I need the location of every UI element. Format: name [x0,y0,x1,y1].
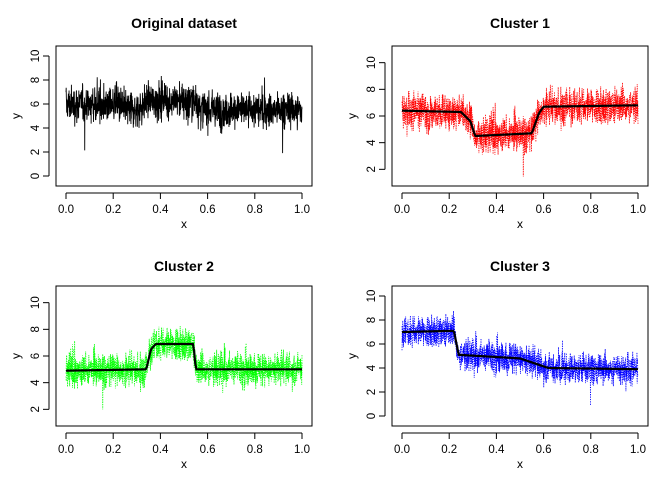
y-tick-label: 2 [30,149,42,155]
x-tick-label: 0.4 [488,444,505,456]
y-tick-label: 6 [366,341,378,347]
series-1-noise-1 [65,75,303,154]
y-tick-label: 10 [366,290,378,303]
x-axis-label: x [181,217,187,231]
y-axis-label: y [345,353,359,359]
panel-title: Original dataset [131,15,237,31]
y-tick-label: 2 [366,166,378,172]
y-tick-label: 6 [366,113,378,119]
series-2-noise-1 [401,82,639,156]
series-4-mean-line [401,329,639,371]
y-tick-label: 4 [30,124,42,131]
x-tick-label: 0.8 [583,204,599,216]
y-tick-label: 10 [366,56,378,69]
axes-box [55,285,313,427]
x-tick-label: 0.6 [200,204,216,216]
x-tick-label: 0.0 [58,204,74,216]
y-tick-label: 10 [30,50,42,63]
y-tick-label: 8 [30,326,42,332]
plot-area [401,310,639,406]
x-axis-label: x [517,217,523,231]
panel-3: 0.0 0.2 0.4 0.6 0.8 1.0 2 4 6 8 10 Cluster 2 x y [9,258,313,471]
x-tick-label: 0.0 [394,444,410,456]
x-tick-label: 0.2 [441,204,457,216]
y-tick-label: 4 [30,379,42,386]
panel-1: 0.0 0.2 0.4 0.6 0.8 1.0 0 2 4 6 8 10 Original datase… [9,15,313,231]
series-2-mean-line [401,104,639,138]
y-tick-label: 2 [366,389,378,395]
x-tick-label: 0.0 [58,444,74,456]
y-tick-label: 8 [366,317,378,323]
panel-4: 0.0 0.2 0.4 0.6 0.8 1.0 0 2 4 6 8 10 Cluster 3 x y [345,258,649,471]
plot-area [65,326,303,410]
x-tick-label: 0.2 [441,444,457,456]
y-tick-label: 2 [30,406,42,412]
series-2-noise-2 [401,84,639,177]
x-tick-label: 0.6 [536,204,552,216]
y-tick-label: 8 [30,77,42,83]
axes-box [391,285,649,427]
y-axis-label: y [9,353,23,359]
x-tick-label: 0.8 [247,444,263,456]
x-tick-label: 1.0 [630,444,646,456]
plot-area [401,82,639,177]
x-tick-label: 1.0 [294,444,310,456]
x-tick-label: 0.6 [200,444,216,456]
series-3-noise-1 [65,326,303,393]
x-axis-label: x [181,457,187,471]
x-tick-label: 0.8 [247,204,263,216]
y-tick-label: 0 [30,173,42,179]
panel-2: 0.0 0.2 0.4 0.6 0.8 1.0 2 4 6 8 10 Cluster 1 x y [345,15,649,231]
x-tick-label: 0.4 [488,204,505,216]
x-axis-label: x [517,457,523,471]
plot-area [65,75,303,154]
y-tick-label: 4 [366,139,378,146]
y-axis-label: y [9,113,23,119]
x-tick-label: 1.0 [294,204,310,216]
series-3-noise-2 [65,328,303,410]
x-tick-label: 0.4 [152,444,169,456]
axes-box [55,45,313,187]
y-tick-label: 4 [366,364,378,371]
panel-title: Cluster 1 [490,15,550,31]
x-tick-label: 1.0 [630,204,646,216]
x-tick-label: 0.2 [105,204,121,216]
x-tick-label: 0.2 [105,444,121,456]
y-tick-label: 6 [30,353,42,359]
x-tick-label: 0.8 [583,444,599,456]
x-tick-label: 0.4 [152,204,169,216]
x-tick-label: 0.6 [536,444,552,456]
axes-box [391,45,649,187]
series-3-mean-line [65,342,302,372]
y-axis-label: y [345,113,359,119]
panel-title: Cluster 3 [490,258,550,274]
y-tick-label: 10 [30,296,42,309]
y-tick-label: 6 [30,101,42,107]
y-tick-label: 8 [366,86,378,92]
panel-title: Cluster 2 [154,258,214,274]
y-tick-label: 0 [366,413,378,419]
x-tick-label: 0.0 [394,204,410,216]
